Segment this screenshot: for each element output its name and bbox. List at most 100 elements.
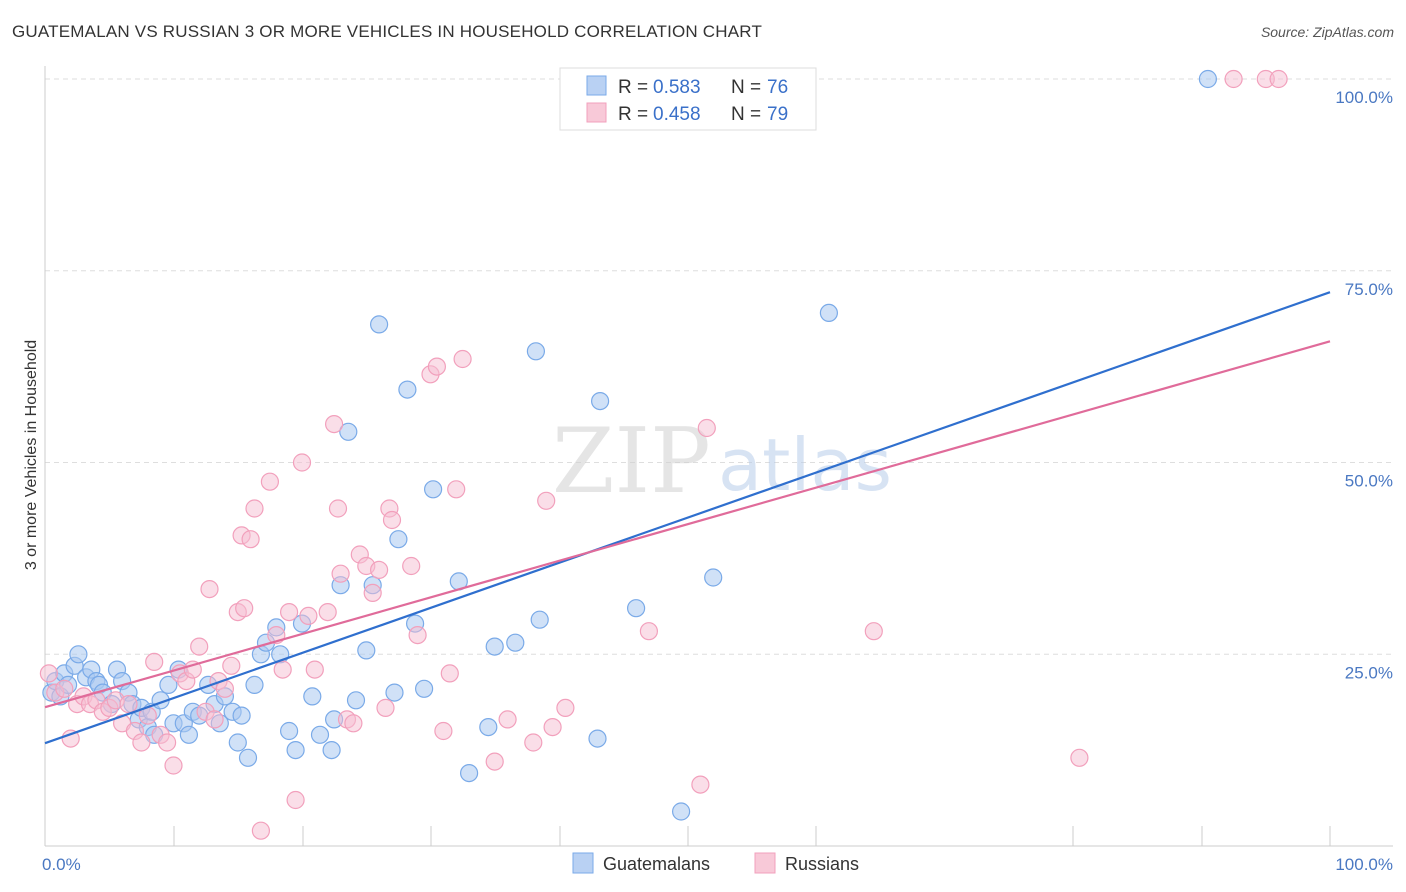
russian-point-58: [408, 625, 427, 645]
x-tick-labels: 0.0% 100.0%: [42, 855, 1393, 874]
russian-point-67: [524, 733, 543, 752]
russian-point-38: [273, 660, 292, 679]
y-tick-label-0: 25.0%: [1345, 663, 1393, 682]
source-label: Source: ZipAtlas.com: [1260, 24, 1394, 40]
guatemalan-point-52: [346, 691, 366, 710]
russian-point-61: [434, 721, 453, 741]
guatemalan-point-38: [245, 675, 264, 695]
russian-point-57: [402, 556, 421, 576]
bottom-legend-swatch-russians: [754, 852, 776, 874]
russian-point-36: [260, 472, 279, 491]
guatemalan-point-60: [415, 679, 434, 698]
legend-swatch-guatemalans: [586, 75, 607, 96]
guatemalan-point-23: [159, 675, 178, 695]
correlation-legend: R = 0.583 N = 76 R = 0.458 N = 79: [559, 67, 817, 131]
russian-point-23: [190, 637, 209, 656]
russian-point-40: [286, 790, 305, 810]
russian-point-71: [639, 622, 659, 641]
chart-title: GUATEMALAN VS RUSSIAN 3 OR MORE VEHICLES…: [12, 22, 763, 41]
guatemalan-point-75: [1198, 69, 1218, 89]
russian-point-73: [697, 418, 716, 438]
legend-n-value-1: 76: [767, 77, 788, 98]
russian-point-72: [691, 775, 710, 794]
russian-point-16: [145, 652, 164, 672]
guatemalan-point-74: [819, 303, 839, 322]
russian-point-70: [556, 698, 575, 718]
legend-n-value-2: 79: [767, 104, 788, 125]
russian-point-52: [363, 583, 382, 603]
russian-point-63: [447, 480, 466, 499]
russian-point-19: [164, 756, 183, 775]
legend-r-value-2: 0.458: [653, 104, 701, 125]
guatemalan-point-47: [310, 725, 330, 744]
guatemalan-point-58: [398, 380, 417, 399]
guatemalan-point-53: [357, 641, 376, 660]
guatemalan-trend-line: [44, 291, 1331, 745]
russian-point-33: [241, 530, 260, 549]
russian-point-49: [344, 714, 363, 733]
russian-point-46: [328, 499, 348, 518]
russian-point-60: [427, 357, 446, 376]
guatemalan-point-61: [424, 480, 443, 499]
russian-point-12: [119, 694, 138, 714]
guatemalan-point-63: [460, 763, 479, 783]
russian-point-26: [205, 710, 224, 729]
guatemalan-point-6: [69, 645, 88, 664]
russian-point-2: [55, 679, 74, 698]
axes: [44, 66, 1393, 847]
guatemalan-point-67: [526, 342, 546, 361]
russian-point-41: [292, 453, 312, 472]
watermark-atlas: atlas: [718, 423, 892, 507]
russian-point-25: [200, 579, 219, 599]
russian-point-54: [376, 698, 395, 718]
y-tick-label-1: 50.0%: [1345, 472, 1393, 491]
y-tick-label-3: 100.0%: [1335, 88, 1393, 107]
russian-point-14: [132, 733, 151, 752]
guatemalan-point-51: [339, 422, 358, 441]
guatemalan-point-71: [626, 599, 646, 618]
russian-point-3: [61, 729, 80, 748]
russian-point-45: [325, 415, 344, 434]
legend-r-label-1: R =: [618, 77, 648, 98]
russian-point-43: [305, 660, 324, 679]
russian-points: [39, 69, 1288, 840]
russian-point-44: [318, 602, 337, 622]
guatemalan-point-46: [303, 687, 322, 706]
guatemalan-point-73: [704, 568, 723, 587]
russian-point-76: [1224, 69, 1243, 89]
y-tick-labels: 25.0% 50.0% 75.0% 100.0%: [1335, 88, 1393, 682]
russian-point-68: [537, 491, 556, 510]
watermark-zip: ZIP: [552, 409, 711, 514]
russian-point-78: [1269, 69, 1288, 89]
legend-swatch-russians: [586, 102, 607, 123]
grid-lines: [45, 78, 1393, 655]
guatemalan-point-68: [530, 610, 549, 629]
russian-point-64: [453, 349, 472, 369]
russian-point-35: [251, 821, 270, 840]
guatemalan-point-48: [322, 740, 341, 760]
legend-r-label-2: R =: [618, 104, 648, 125]
guatemalan-point-43: [280, 721, 299, 741]
watermark: ZIP atlas: [552, 409, 892, 514]
russian-point-42: [299, 606, 318, 626]
y-tick-label-2: 75.0%: [1345, 280, 1393, 299]
x-tick-label-0: 0.0%: [42, 855, 81, 874]
guatemalan-point-64: [479, 717, 498, 737]
russian-point-39: [280, 602, 299, 622]
bottom-legend-label-guatemalans: Guatemalans: [603, 854, 710, 874]
guatemalan-point-56: [385, 683, 404, 702]
y-axis-label: 3 or more Vehicles in Household: [23, 340, 40, 570]
guatemalan-point-70: [590, 392, 610, 411]
trend-lines: [44, 291, 1331, 745]
guatemalan-point-44: [286, 740, 305, 760]
series-legend: Guatemalans Russians: [572, 852, 859, 874]
legend-n-label-2: N =: [731, 104, 761, 125]
guatemalan-point-36: [232, 706, 251, 725]
russian-point-74: [864, 622, 883, 641]
russian-point-69: [543, 717, 562, 737]
guatemalan-point-27: [179, 725, 198, 744]
russian-point-53: [370, 560, 389, 580]
russian-point-29: [222, 656, 241, 675]
guatemalan-point-55: [370, 315, 389, 334]
